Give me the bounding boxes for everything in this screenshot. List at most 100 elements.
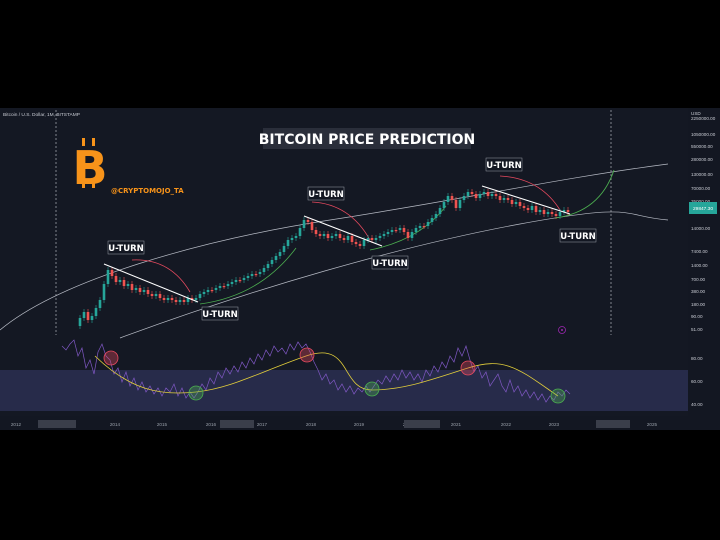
candle-body [514, 202, 518, 204]
rsi-tick-labels: 80.00 60.00 40.00 [691, 356, 703, 407]
candle-body [550, 212, 554, 214]
candle-body [206, 290, 210, 292]
candle-body [122, 280, 126, 286]
candle-body [302, 220, 306, 228]
candle-body [382, 234, 386, 236]
candle-body [182, 300, 186, 302]
upper-channel-line [0, 163, 669, 331]
candle-body [82, 312, 86, 318]
candle-body [78, 318, 82, 326]
candle-body [282, 246, 286, 252]
candle-body [342, 238, 346, 240]
candle-body [198, 294, 202, 298]
candle-body [130, 284, 134, 290]
candle-body [414, 228, 418, 232]
candle-body [202, 292, 206, 294]
candle-body [306, 220, 310, 222]
candle-body [562, 210, 566, 212]
candle-body [158, 294, 162, 298]
candle-body [142, 290, 146, 292]
price-tick-label: 70000.00 [691, 186, 711, 191]
candle-body [538, 210, 542, 212]
candle-body [406, 232, 410, 238]
candle-body [346, 236, 350, 240]
candle-body [254, 274, 258, 276]
last-price-text: 29847.30 [693, 206, 713, 212]
candle-body [498, 196, 502, 200]
candle-body [430, 218, 434, 222]
candle-body [222, 286, 226, 288]
candle-body [98, 300, 102, 308]
candle-body [554, 214, 558, 216]
candle-body [138, 288, 142, 292]
candle-body [454, 200, 458, 208]
svg-text:U-TURN: U-TURN [372, 259, 408, 269]
candle-body [402, 228, 406, 232]
arc-2022 [499, 175, 561, 211]
candle-body [542, 210, 546, 214]
candles-group [78, 189, 570, 329]
candle-body [522, 206, 526, 208]
candle-body [234, 280, 238, 282]
candle-body [258, 272, 262, 274]
candle-body [390, 230, 394, 232]
candle-body [114, 276, 118, 282]
range-marker-right [596, 420, 630, 428]
candle-body [134, 288, 138, 290]
range-marker-left [38, 420, 76, 428]
candle-body [494, 194, 498, 196]
u-turn-label-2021: U-TURN [485, 157, 523, 172]
price-tick-label: 14000.00 [691, 226, 711, 231]
candle-body [462, 196, 466, 200]
candle-body [218, 286, 222, 288]
candle-body [474, 194, 478, 198]
candle-body [338, 234, 342, 238]
candle-body [242, 278, 246, 280]
candle-body [214, 288, 218, 290]
lower-channel-line [119, 211, 669, 339]
time-tick-label: 2022 [501, 422, 512, 427]
candle-body [478, 194, 482, 198]
candle-body [318, 234, 322, 236]
rsi-tick-label: 80.00 [691, 356, 703, 361]
arc-2014 [131, 259, 191, 293]
candle-body [354, 242, 358, 244]
candle-body [350, 236, 354, 242]
candle-body [486, 192, 490, 196]
candle-body [482, 192, 486, 194]
price-tick-labels: 2250000.00 1050000.00 550000.00 280000.00 13… [691, 116, 716, 332]
candle-body [102, 284, 106, 300]
bitcoin-logo-icon: B [72, 138, 108, 195]
candle-body [126, 284, 130, 286]
rsi-trough-marker-2015 [188, 385, 204, 401]
svg-text:U-TURN: U-TURN [560, 232, 596, 242]
price-scale [688, 108, 720, 430]
time-tick-label: 2016 [206, 422, 217, 427]
trendline-2022 [481, 185, 571, 215]
time-axis [0, 416, 720, 430]
rsi-signal-line [94, 352, 559, 397]
svg-text:U-TURN: U-TURN [308, 190, 344, 200]
candle-body [90, 316, 94, 320]
projection-curve-2024 [554, 169, 615, 219]
candle-body [226, 284, 230, 286]
candle-body [434, 214, 438, 218]
candle-body [526, 208, 530, 210]
time-tick-label: 2021 [451, 422, 462, 427]
author-handle: @CRYPTOMOJO_TA [111, 187, 184, 195]
symbol-header: Bitcoin / U.S. Dollar, 1M, BITSTAMP [3, 112, 80, 118]
candle-body [150, 294, 154, 296]
candle-body [366, 238, 370, 240]
candle-body [250, 274, 254, 276]
u-turn-label-2014: U-TURN [107, 240, 145, 255]
price-tick-label: 180.00 [691, 302, 705, 307]
candle-body [238, 280, 242, 282]
candle-body [246, 276, 250, 278]
rsi-peak-marker-2021 [460, 360, 476, 376]
rsi-peak-marker-2017 [299, 347, 315, 363]
time-tick-label: 2012 [11, 422, 22, 427]
purple-marker-icon [558, 326, 566, 334]
candle-body [362, 240, 366, 246]
purple-marker-dot [561, 329, 563, 331]
